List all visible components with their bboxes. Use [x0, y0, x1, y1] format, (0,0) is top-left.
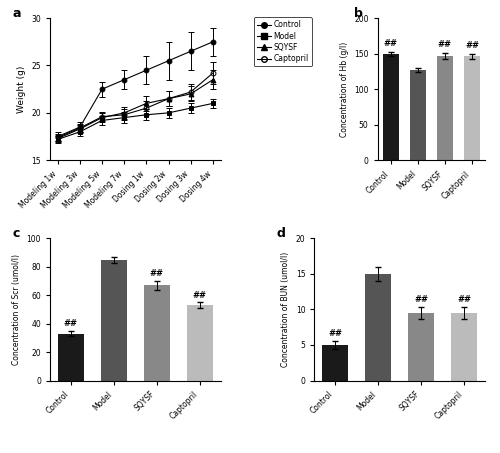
- Text: d: d: [277, 227, 286, 240]
- Bar: [58, 333, 84, 381]
- Bar: [452, 313, 477, 381]
- Y-axis label: Concentration of Scr (umol/l): Concentration of Scr (umol/l): [12, 254, 21, 365]
- Bar: [410, 70, 426, 160]
- Legend: Control, Model, SQYSF, Captopril: Control, Model, SQYSF, Captopril: [254, 17, 312, 67]
- Bar: [436, 56, 453, 160]
- Y-axis label: Concentration of BUN (umol/l): Concentration of BUN (umol/l): [281, 252, 290, 367]
- Text: ##: ##: [384, 39, 398, 48]
- Text: ##: ##: [328, 329, 342, 338]
- Text: ##: ##: [458, 295, 471, 304]
- Bar: [464, 57, 480, 160]
- Bar: [365, 274, 391, 381]
- Text: b: b: [354, 7, 363, 20]
- Bar: [187, 305, 213, 381]
- Text: ##: ##: [64, 319, 78, 328]
- Text: ##: ##: [150, 269, 164, 278]
- Text: ##: ##: [193, 290, 207, 299]
- Y-axis label: Concentration of Hb (g/l): Concentration of Hb (g/l): [340, 42, 348, 137]
- Bar: [101, 260, 126, 381]
- Bar: [408, 313, 434, 381]
- Text: c: c: [12, 227, 20, 240]
- Text: a: a: [12, 7, 21, 20]
- Text: ##: ##: [465, 41, 479, 50]
- Text: ##: ##: [414, 295, 428, 304]
- Bar: [382, 53, 399, 160]
- Y-axis label: Weight (g): Weight (g): [16, 66, 26, 113]
- Text: ##: ##: [438, 40, 452, 49]
- Bar: [322, 345, 348, 381]
- Bar: [144, 285, 170, 381]
